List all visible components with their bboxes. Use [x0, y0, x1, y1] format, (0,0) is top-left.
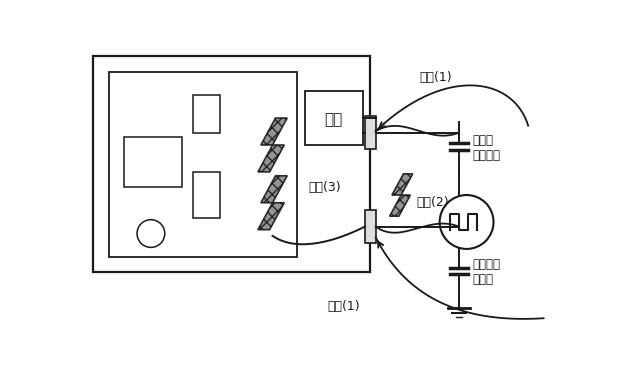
Bar	[305, 91, 363, 145]
Text: 原因(2): 原因(2)	[417, 196, 449, 209]
Polygon shape	[258, 176, 287, 230]
Text: 原因(1): 原因(1)	[327, 300, 360, 313]
Bar	[124, 137, 182, 187]
Polygon shape	[390, 174, 413, 216]
Bar	[365, 211, 376, 243]
Text: 原因(1): 原因(1)	[419, 71, 452, 84]
Text: 电源: 电源	[324, 112, 342, 127]
Text: 原因(3): 原因(3)	[308, 181, 341, 194]
Circle shape	[440, 195, 493, 249]
Bar	[193, 172, 220, 218]
Bar	[193, 95, 220, 134]
Circle shape	[137, 220, 164, 247]
Bar	[93, 56, 371, 272]
Text: 信号线注
入电容: 信号线注 入电容	[473, 258, 500, 286]
Bar	[109, 72, 297, 257]
Polygon shape	[258, 118, 287, 172]
Text: 电源线
注入电容: 电源线 注入电容	[473, 134, 500, 162]
Bar	[365, 116, 376, 149]
